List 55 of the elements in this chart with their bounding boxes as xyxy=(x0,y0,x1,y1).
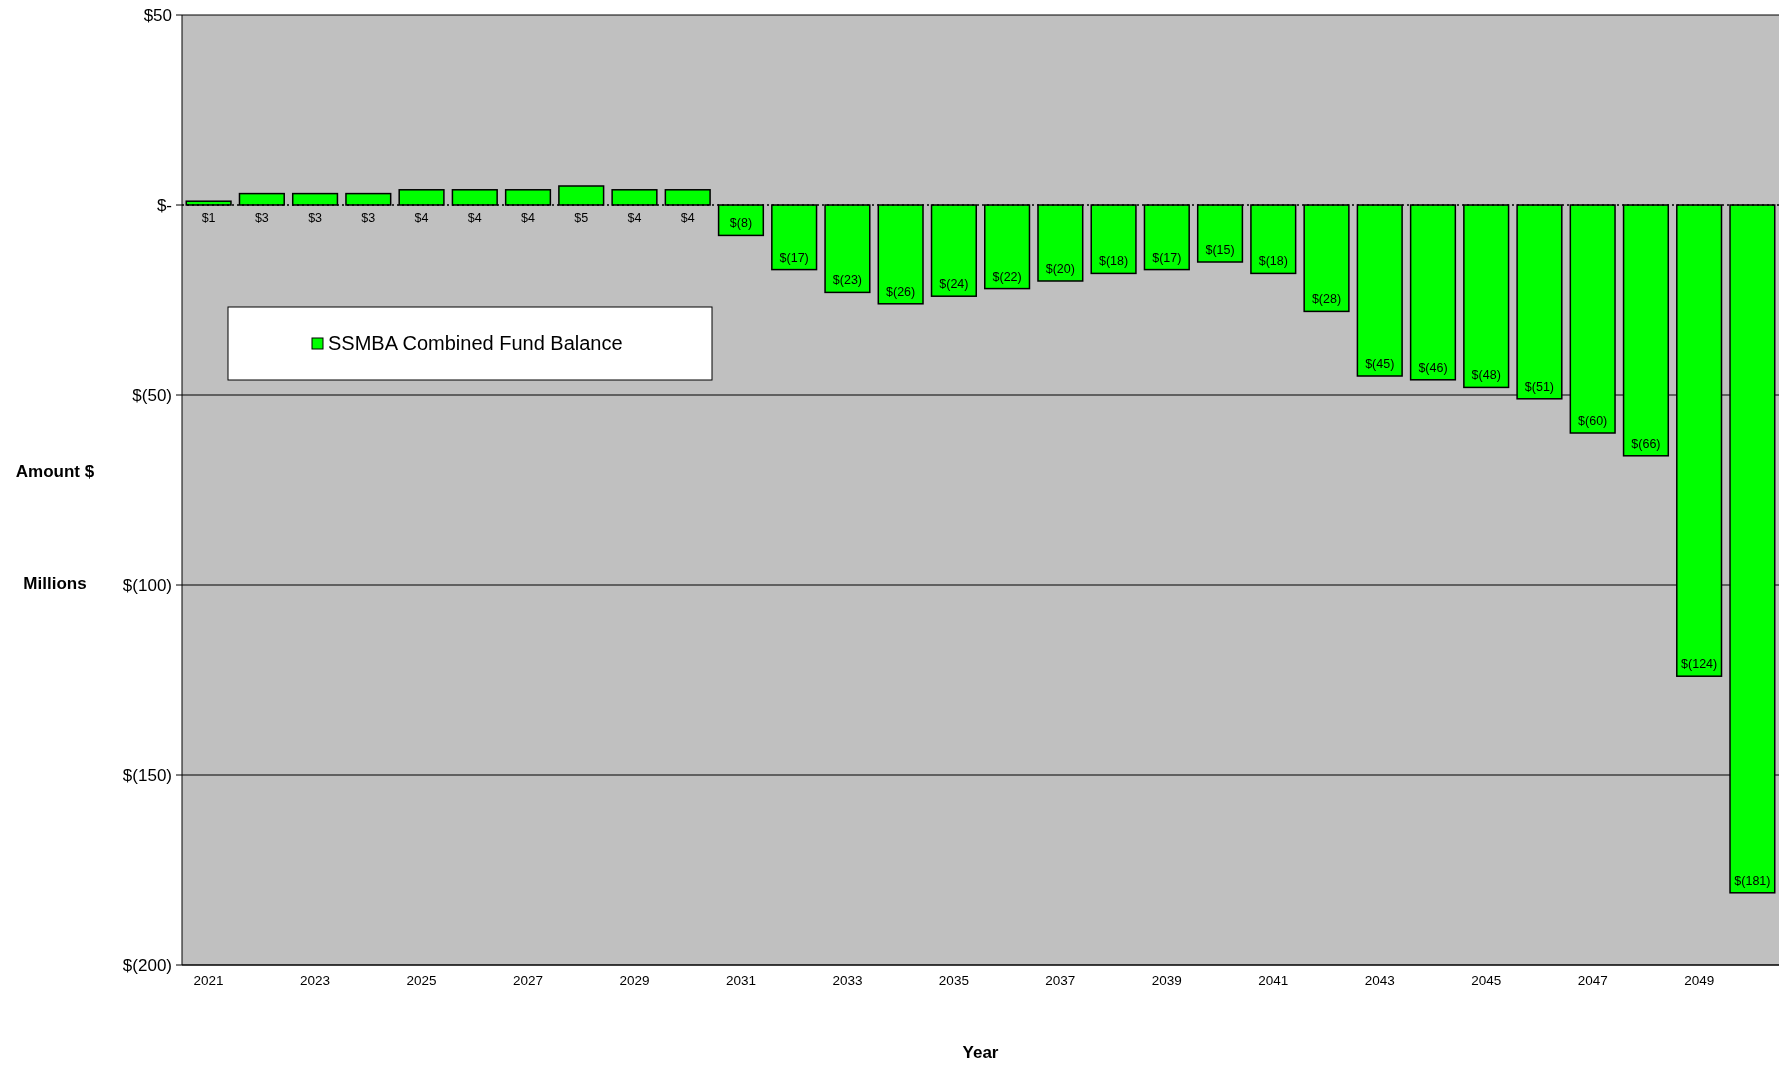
data-label: $3 xyxy=(254,211,269,225)
data-label: $(18) xyxy=(1258,254,1288,269)
data-label: $(45) xyxy=(1365,357,1395,371)
x-tick-label: 2021 xyxy=(193,973,224,988)
data-label: $3 xyxy=(308,211,323,225)
data-label: $(8) xyxy=(729,216,753,231)
data-label: $4 xyxy=(521,211,536,225)
y-tick-label: $(150) xyxy=(122,765,172,785)
data-label: $(17) xyxy=(779,250,809,265)
data-label: $(18) xyxy=(1098,254,1129,269)
x-tick-label: 2037 xyxy=(1045,973,1076,988)
data-label: $(181) xyxy=(1734,873,1771,888)
data-label: $4 xyxy=(627,211,642,225)
data-label: $(28) xyxy=(1311,292,1342,307)
data-label: $4 xyxy=(414,211,429,225)
data-label: $1 xyxy=(201,211,216,225)
data-label: $(23) xyxy=(832,273,863,288)
x-tick-label: 2041 xyxy=(1258,973,1289,988)
x-tick-label: 2027 xyxy=(512,973,544,988)
text: Amount $ Millions xyxy=(15,462,95,593)
x-tick-label: 2031 xyxy=(725,973,756,988)
data-label: $(51) xyxy=(1524,379,1555,394)
x-tick-label: 2023 xyxy=(300,973,331,988)
data-label: $(66) xyxy=(1631,436,1661,451)
y-tick-label: $- xyxy=(156,195,172,215)
y-tick-label: $(50) xyxy=(132,385,172,405)
x-tick-label: 2045 xyxy=(1471,973,1502,988)
y-tick-label: $(100) xyxy=(122,575,172,595)
x-axis-title: Year xyxy=(962,1043,999,1062)
data-label: $(124) xyxy=(1681,657,1718,672)
x-tick-label: 2033 xyxy=(832,973,863,988)
data-label: $(20) xyxy=(1045,262,1075,276)
x-tick-label: 2025 xyxy=(406,973,437,988)
x-tick-label: 2039 xyxy=(1151,973,1182,988)
x-tick-label: 2047 xyxy=(1577,973,1608,988)
data-label: $(22) xyxy=(992,269,1022,284)
legend: SSMBA Combined Fund Balance xyxy=(227,306,713,381)
x-tick-label: 2029 xyxy=(619,973,650,988)
data-label: $3 xyxy=(361,211,376,225)
data-label: $(60) xyxy=(1578,414,1608,428)
data-label: $(24) xyxy=(939,277,969,292)
data-label: $(15) xyxy=(1205,243,1235,257)
x-tick-label: 2049 xyxy=(1684,973,1715,988)
data-label: $(17) xyxy=(1152,250,1182,265)
data-label: $4 xyxy=(680,211,695,225)
y-tick-label: $50 xyxy=(143,5,172,25)
y-tick-label: $(200) xyxy=(122,955,172,975)
data-label: $(26) xyxy=(886,284,916,299)
data-label: $5 xyxy=(574,211,589,225)
x-tick-label: 2035 xyxy=(938,973,969,988)
data-label: $(46) xyxy=(1418,360,1448,375)
data-label: $4 xyxy=(467,211,482,225)
x-tick-label: 2043 xyxy=(1364,973,1395,988)
data-label: $(48) xyxy=(1471,368,1501,383)
legend-label: SSMBA Combined Fund Balance xyxy=(328,332,623,354)
